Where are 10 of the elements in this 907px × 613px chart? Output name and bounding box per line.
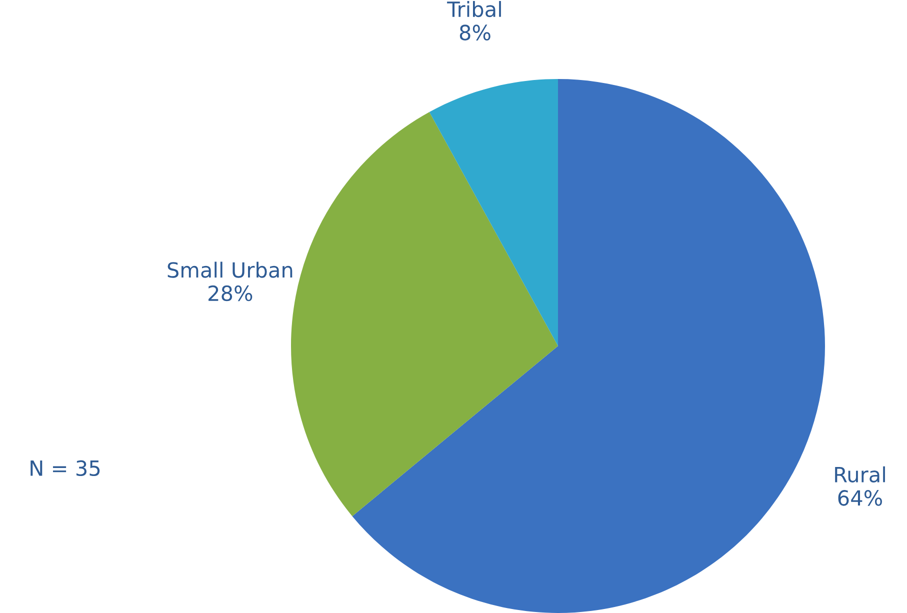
- slice-label: Small Urban: [168, 262, 292, 278]
- slice-label: Rural: [835, 466, 885, 482]
- data-label: 64%: [838, 490, 882, 506]
- pie-slice: [429, 79, 558, 346]
- pie-slice: [291, 112, 558, 516]
- data-label: 8%: [460, 24, 490, 40]
- pie-slice: [352, 79, 825, 613]
- slice-label: Tribal: [447, 0, 501, 18]
- data-label: 28%: [208, 285, 252, 302]
- text: N = 35: [30, 460, 100, 476]
